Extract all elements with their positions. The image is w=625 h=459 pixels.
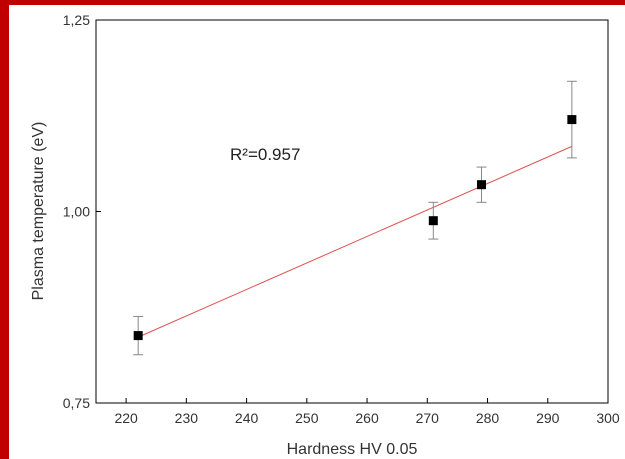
x-tick-label: 230 xyxy=(175,410,199,426)
red-frame-left xyxy=(0,0,9,459)
data-point xyxy=(476,166,487,203)
x-tick-label: 240 xyxy=(235,410,259,426)
y-tick-label: 1,00 xyxy=(63,204,90,220)
x-tick-label: 270 xyxy=(416,410,440,426)
data-point xyxy=(133,315,144,356)
plot-area xyxy=(95,19,609,404)
r-squared-annotation: R²=0.957 xyxy=(230,145,300,164)
x-tick-label: 250 xyxy=(295,410,319,426)
x-tick-label: 280 xyxy=(476,410,500,426)
square-marker xyxy=(133,331,143,341)
data-point xyxy=(566,80,577,159)
square-marker xyxy=(428,216,438,226)
fit-line xyxy=(137,145,573,338)
square-marker xyxy=(567,115,577,125)
x-tick-label: 260 xyxy=(355,410,379,426)
x-axis-label: Hardness HV 0.05 xyxy=(287,441,418,458)
y-tick-label: 1,25 xyxy=(63,12,90,28)
data-point xyxy=(428,201,439,240)
y-tick-label: 0,75 xyxy=(63,395,90,411)
x-tick-label: 300 xyxy=(596,410,620,426)
square-marker xyxy=(477,180,487,190)
y-axis-label: Plasma temperature (eV) xyxy=(30,122,47,301)
x-tick-label: 220 xyxy=(114,410,138,426)
x-tick-label: 290 xyxy=(536,410,560,426)
red-frame-top xyxy=(0,0,625,5)
